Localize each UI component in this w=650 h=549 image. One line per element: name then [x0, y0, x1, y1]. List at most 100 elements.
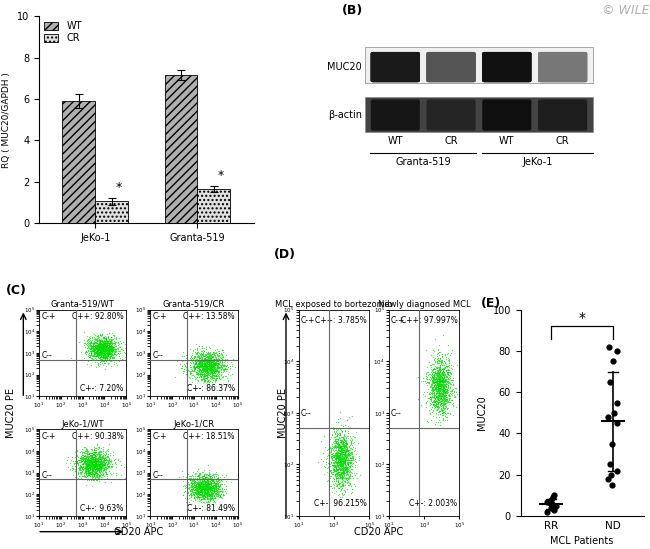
- Point: [78, 460, 88, 469]
- Point: [107, 335, 117, 344]
- Point: [92, 352, 103, 361]
- Point: [87, 346, 98, 355]
- Point: [88, 467, 98, 475]
- Point: [207, 360, 218, 368]
- Point: [103, 337, 114, 346]
- Point: [92, 344, 102, 352]
- Point: [92, 349, 103, 358]
- Point: [436, 386, 446, 395]
- Point: [200, 485, 211, 494]
- Point: [92, 342, 102, 351]
- Point: [335, 481, 346, 490]
- Point: [329, 475, 339, 484]
- Point: [333, 453, 343, 462]
- Point: [78, 448, 88, 457]
- Point: [331, 451, 341, 460]
- Point: [92, 460, 103, 469]
- Point: [94, 338, 105, 347]
- Point: [198, 359, 209, 368]
- Point: [332, 461, 343, 470]
- Point: [438, 382, 448, 390]
- Point: [200, 477, 210, 486]
- Point: [439, 386, 449, 395]
- Point: [92, 456, 103, 465]
- Point: [104, 457, 114, 466]
- Point: [330, 467, 341, 475]
- Point: [332, 425, 343, 434]
- Point: [214, 357, 225, 366]
- Point: [439, 390, 450, 399]
- Point: [98, 340, 108, 349]
- Point: [430, 386, 441, 395]
- Point: [337, 445, 348, 454]
- Point: [81, 348, 91, 357]
- Point: [329, 458, 339, 467]
- Point: [325, 447, 335, 456]
- Point: [100, 346, 110, 355]
- Point: [205, 502, 215, 511]
- Point: [106, 462, 116, 471]
- Point: [202, 368, 212, 377]
- Point: [189, 363, 200, 372]
- Point: [190, 362, 201, 371]
- Point: [333, 477, 343, 485]
- Point: [77, 457, 87, 466]
- Point: [98, 355, 108, 364]
- Point: [194, 362, 205, 371]
- Point: [99, 355, 110, 363]
- Point: [94, 453, 105, 462]
- Point: [346, 447, 356, 456]
- Point: [208, 361, 218, 369]
- Point: [327, 484, 337, 493]
- Point: [189, 360, 200, 369]
- Point: [439, 399, 450, 407]
- Point: [326, 458, 337, 467]
- Point: [336, 451, 346, 460]
- Point: [90, 348, 100, 356]
- Point: [429, 377, 439, 385]
- Point: [98, 463, 108, 472]
- Point: [318, 449, 328, 457]
- Point: [88, 457, 98, 466]
- Point: [333, 460, 344, 469]
- Point: [216, 358, 227, 367]
- Point: [430, 368, 440, 377]
- Point: [198, 376, 209, 385]
- Point: [542, 507, 552, 516]
- Point: [103, 340, 114, 349]
- Point: [336, 435, 346, 444]
- Point: [80, 462, 90, 471]
- Point: [209, 486, 219, 495]
- Point: [337, 436, 347, 445]
- Point: [103, 349, 114, 357]
- Point: [192, 348, 202, 356]
- Point: [430, 375, 441, 384]
- Point: [99, 340, 109, 349]
- Point: [209, 485, 219, 494]
- Point: [86, 453, 97, 462]
- Point: [341, 469, 352, 478]
- Point: [74, 463, 85, 472]
- Point: [208, 489, 218, 497]
- Point: [429, 371, 439, 380]
- Point: [336, 436, 346, 445]
- Point: [213, 485, 223, 494]
- Point: [337, 447, 348, 456]
- Point: [99, 344, 109, 352]
- Point: [87, 460, 98, 468]
- Point: [215, 491, 226, 500]
- Point: [203, 373, 213, 382]
- Point: [350, 481, 361, 490]
- Point: [434, 356, 444, 365]
- Point: [110, 348, 120, 356]
- Point: [93, 360, 103, 369]
- Point: [84, 463, 94, 472]
- Point: [92, 345, 103, 354]
- Point: [340, 478, 350, 486]
- Point: [202, 379, 212, 388]
- Point: [192, 368, 203, 377]
- Point: [95, 470, 105, 479]
- Point: [102, 341, 112, 350]
- Point: [92, 470, 102, 479]
- Point: [207, 485, 218, 494]
